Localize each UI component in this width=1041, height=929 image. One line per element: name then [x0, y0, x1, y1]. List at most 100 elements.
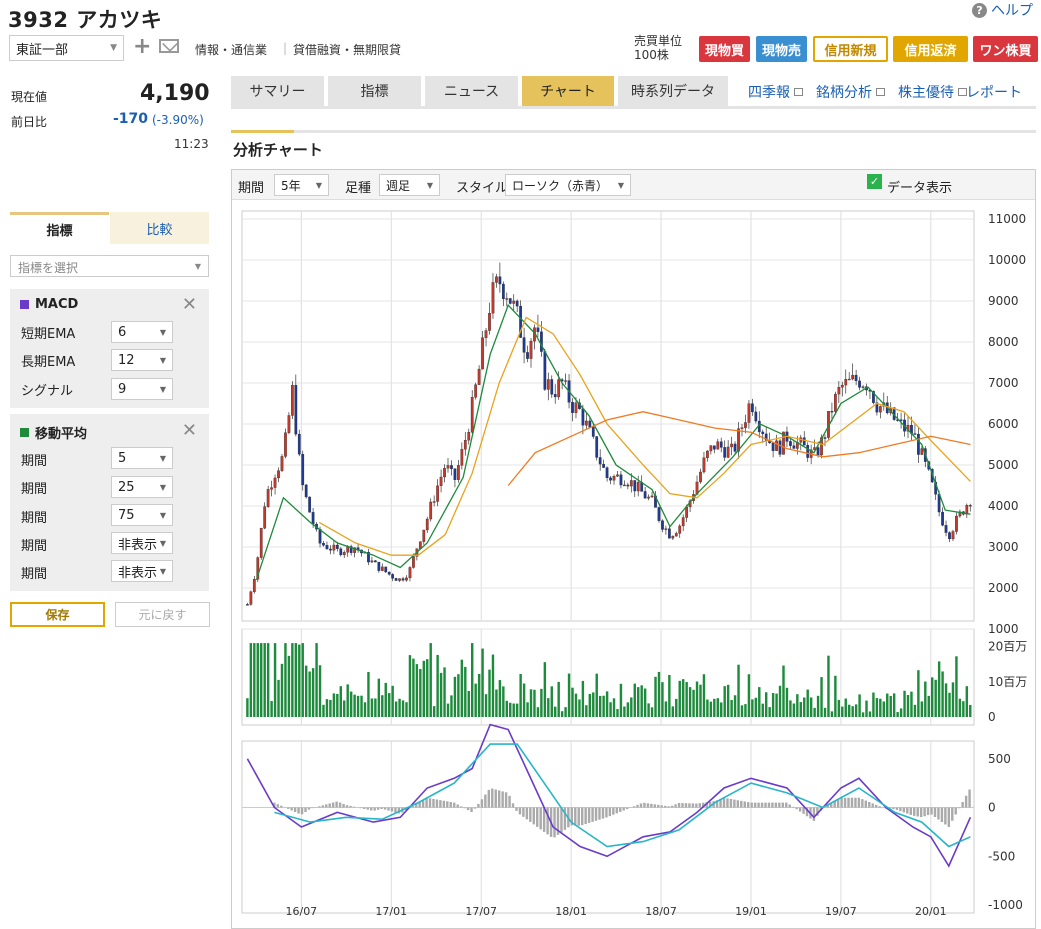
reset-button[interactable]: 元に戻す — [115, 602, 210, 627]
candle-body — [817, 448, 819, 455]
macd-histogram-bar — [768, 803, 770, 808]
volume-bar — [806, 690, 808, 717]
ma-period-select-5[interactable]: 非表示▼ — [111, 560, 173, 582]
macd-histogram-bar — [335, 802, 337, 808]
help-icon: ? — [972, 3, 987, 18]
margin-new-button[interactable]: 信用新規 — [813, 36, 888, 62]
tab-timeseries[interactable]: 時系列データ — [618, 76, 728, 106]
volume-bar — [758, 687, 760, 717]
volume-bar — [838, 700, 840, 717]
macd-signal-select[interactable]: 9▼ — [111, 378, 173, 400]
volume-bar — [727, 685, 729, 717]
style-select[interactable]: ローソク（赤青）▼ — [505, 174, 631, 196]
candle-body — [596, 437, 598, 458]
candle-body — [509, 298, 511, 303]
candle-body — [945, 525, 947, 532]
save-button[interactable]: 保存 — [10, 602, 105, 627]
candle-body — [775, 441, 777, 451]
period-select[interactable]: 5年▼ — [274, 174, 329, 196]
macd-histogram-bar — [937, 808, 939, 820]
volume-bar — [322, 705, 324, 717]
volume-bar — [931, 677, 933, 717]
volume-bar — [540, 689, 542, 717]
volume-bar — [851, 706, 853, 717]
tab-indicators[interactable]: 指標 — [10, 212, 109, 244]
candle-body — [263, 507, 265, 529]
candle-body — [308, 497, 310, 512]
macd-histogram-bar — [899, 808, 901, 812]
candle-body — [727, 447, 729, 457]
ma-period-select-4[interactable]: 非表示▼ — [111, 532, 173, 554]
ma-period-select-3[interactable]: 75▼ — [111, 504, 173, 526]
macd-histogram-bar — [277, 804, 279, 807]
macd-color-swatch — [20, 300, 29, 309]
external-link-icon — [876, 88, 885, 96]
link-shikiho[interactable]: 四季報 — [748, 82, 803, 102]
candle-body — [717, 442, 719, 450]
macd-histogram-bar — [609, 808, 611, 817]
chevron-down-icon: ▼ — [160, 356, 166, 365]
add-icon[interactable]: + — [133, 36, 151, 58]
bar-type-select[interactable]: 週足▼ — [379, 174, 440, 196]
candle-body — [564, 381, 566, 382]
volume-bar — [596, 674, 598, 717]
ma-period-select-2[interactable]: 25▼ — [111, 476, 173, 498]
macd-histogram-bar — [391, 808, 393, 812]
volume-bar — [637, 687, 639, 717]
candle-body — [398, 579, 400, 581]
data-display-checkbox[interactable]: ✓ — [867, 174, 882, 189]
macd-short-select[interactable]: 6▼ — [111, 321, 173, 343]
link-analysis[interactable]: 銘柄分析 — [816, 82, 885, 102]
market-select[interactable]: 東証一部 ▼ — [9, 35, 124, 61]
volume-bar — [765, 692, 767, 717]
volume-bar — [741, 705, 743, 717]
macd-long-select[interactable]: 12▼ — [111, 349, 173, 371]
tab-news[interactable]: ニュース — [425, 76, 518, 106]
volume-bar — [371, 698, 373, 717]
candle-body — [741, 428, 743, 429]
link-report[interactable]: レポート — [966, 82, 1022, 102]
macd-histogram-bar — [771, 803, 773, 808]
mail-icon[interactable] — [159, 39, 179, 53]
macd-histogram-bar — [664, 806, 666, 808]
candle-body — [443, 468, 445, 477]
volume-bar — [910, 692, 912, 717]
price-y-tick-label: 4000 — [988, 499, 1019, 513]
volume-bar — [654, 677, 656, 717]
tab-compare[interactable]: 比較 — [110, 212, 209, 244]
help-link[interactable]: ? ヘルプ — [972, 0, 1033, 20]
indicator-select[interactable]: 指標を選択 ▼ — [10, 255, 209, 277]
volume-bar — [620, 684, 622, 717]
candle-body — [333, 545, 335, 550]
one-share-buy-button[interactable]: ワン株買 — [973, 36, 1038, 62]
help-label: ヘルプ — [991, 0, 1033, 20]
macd-signal-value: 9 — [118, 382, 126, 397]
cash-buy-button[interactable]: 現物買 — [699, 36, 750, 62]
macd-histogram-bar — [619, 808, 621, 812]
macd-histogram-bar — [505, 792, 507, 807]
margin-repay-button[interactable]: 信用返済 — [893, 36, 968, 62]
candle-body — [302, 454, 304, 485]
volume-bar — [436, 655, 438, 717]
quote-time: 11:23 — [174, 137, 209, 151]
ma-period-select-1[interactable]: 5▼ — [111, 447, 173, 469]
link-benefits[interactable]: 株主優待 — [898, 82, 967, 102]
tab-chart[interactable]: チャート — [522, 76, 614, 106]
candle-body — [720, 442, 722, 448]
candle-body — [246, 604, 248, 605]
close-icon[interactable]: ✕ — [182, 294, 197, 315]
macd-histogram-bar — [923, 808, 925, 817]
close-icon[interactable]: ✕ — [182, 420, 197, 441]
candle-body — [672, 536, 674, 538]
volume-bar — [308, 671, 310, 717]
candle-body — [402, 579, 404, 581]
tab-summary[interactable]: サマリー — [231, 76, 324, 106]
volume-y-tick-label: 0 — [988, 710, 996, 724]
cash-sell-button[interactable]: 現物売 — [756, 36, 807, 62]
macd-histogram-bar — [318, 806, 320, 807]
volume-bar — [730, 700, 732, 717]
volume-bar — [831, 711, 833, 717]
macd-histogram-bar — [916, 808, 918, 817]
volume-bar — [689, 687, 691, 717]
tab-indicators-main[interactable]: 指標 — [328, 76, 421, 106]
